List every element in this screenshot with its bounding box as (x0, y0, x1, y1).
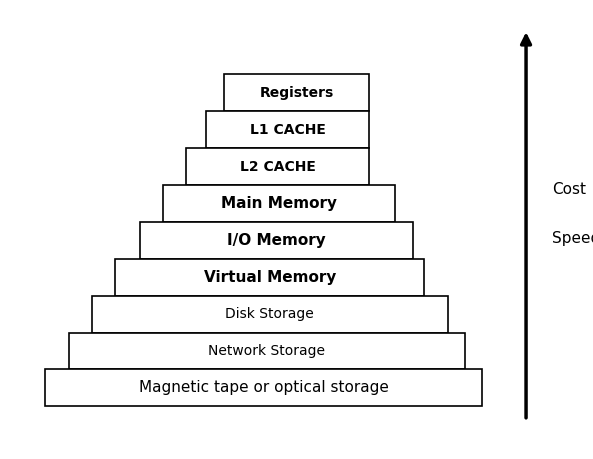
Bar (139, 222, 413, 259)
Bar (92, 296, 448, 332)
Text: I/O Memory: I/O Memory (227, 233, 326, 248)
Bar (206, 111, 369, 148)
Text: Network Storage: Network Storage (208, 344, 326, 358)
Bar (115, 259, 425, 296)
Text: L1 CACHE: L1 CACHE (250, 123, 326, 137)
Text: Magnetic tape or optical storage: Magnetic tape or optical storage (139, 381, 389, 395)
Bar (224, 74, 369, 111)
Text: Cost: Cost (552, 181, 586, 196)
Bar (163, 185, 396, 222)
Bar (46, 369, 483, 406)
Text: L2 CACHE: L2 CACHE (240, 160, 315, 174)
Text: Speed: Speed (552, 231, 593, 246)
Text: Disk Storage: Disk Storage (225, 307, 314, 321)
Bar (186, 148, 369, 185)
Text: Main Memory: Main Memory (221, 196, 337, 211)
Text: Virtual Memory: Virtual Memory (203, 270, 336, 285)
Text: Registers: Registers (259, 86, 334, 100)
Bar (69, 332, 465, 369)
